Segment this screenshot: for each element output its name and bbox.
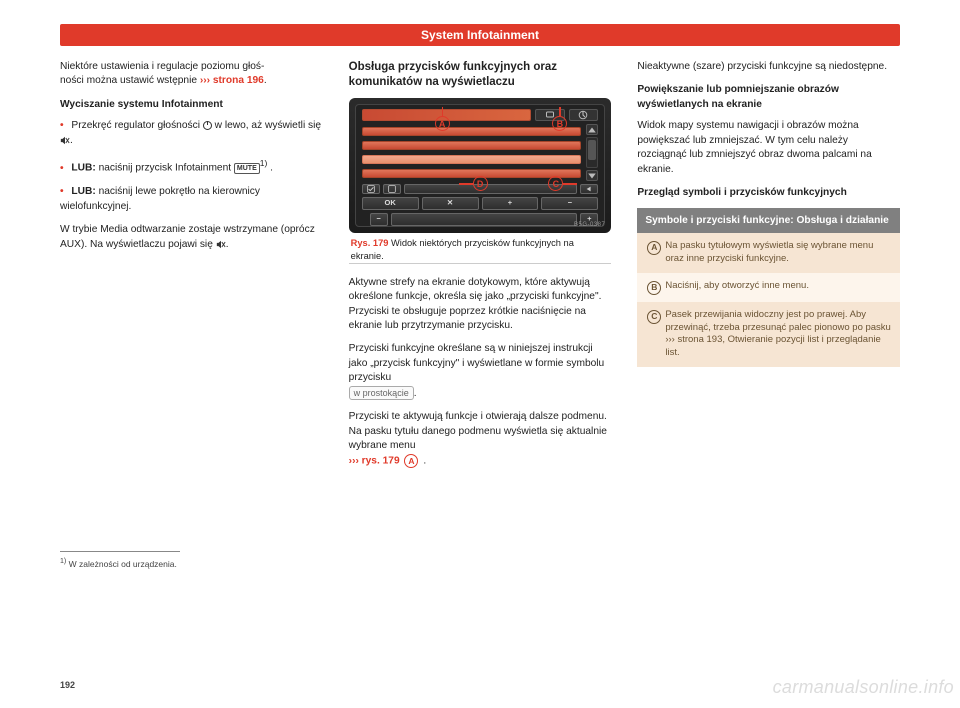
subheading: Wyciszanie systemu Infotainment <box>60 98 323 112</box>
button-row-3: − + <box>362 213 599 226</box>
bullet: Przekręć regulator głośności w lewo, aż … <box>60 119 323 148</box>
text: . <box>226 239 229 250</box>
table-row: B Naciśnij, aby otworzyć inne menu. <box>637 273 900 302</box>
text: . <box>420 456 426 467</box>
bullet: LUB: naciśnij przycisk Infotainment MUTE… <box>60 157 323 176</box>
callout-letter-icon: A <box>404 454 418 468</box>
row-text: Naciśnij, aby otworzyć inne menu. <box>665 280 894 293</box>
text: W trybie Media odtwarzanie zostaje wstrz… <box>60 224 315 249</box>
title-bar-button <box>569 109 599 121</box>
speaker-mute-icon <box>216 240 226 249</box>
text: ności można ustawić wstępnie <box>60 75 200 86</box>
page-number: 192 <box>60 680 75 690</box>
para: W trybie Media odtwarzanie zostaje wstrz… <box>60 223 323 252</box>
para: Przyciski te aktywują funkcje i otwieraj… <box>349 410 612 469</box>
mute-button-icon: MUTE <box>234 163 260 174</box>
screen: OK ✕ + − − + <box>355 104 606 227</box>
para: Aktywne strefy na ekranie dotykowym, któ… <box>349 276 612 334</box>
slider-track <box>391 213 578 226</box>
page: System Infotainment Niektóre ustawienia … <box>0 0 960 708</box>
list-item <box>362 127 582 136</box>
touchscreen-mockup: OK ✕ + − − + A B C D <box>349 98 612 233</box>
text: Przekręć regulator głośności <box>71 120 202 131</box>
minus-button: − <box>370 213 388 226</box>
section-header: System Infotainment <box>60 24 900 46</box>
table-row: C Pasek przewijania widoczny jest po pra… <box>637 302 900 367</box>
spacer <box>60 261 323 521</box>
callout-letter-icon: C <box>647 310 661 324</box>
scroll-down-icon <box>586 170 598 181</box>
list-item-selected <box>362 155 582 164</box>
scroll-thumb <box>588 140 596 160</box>
para: Przyciski funkcyjne określane są w ninie… <box>349 342 612 401</box>
figure-caption: Rys. 179 Widok niektórych przycisków fun… <box>349 237 612 263</box>
columns: Niektóre ustawienia i regulacje poziomu … <box>60 60 900 570</box>
table-title: Symbole i przyciski funkcyjne: Obsługa i… <box>637 208 900 233</box>
scrollbar <box>586 124 598 181</box>
plus-button: + <box>482 197 539 210</box>
button-shape-chip: w prostokącie <box>349 386 414 400</box>
callout-letter-icon: A <box>647 241 661 255</box>
text-bold: LUB: <box>71 163 95 174</box>
column-3: Nieaktywne (szare) przyciski funkcyjne s… <box>637 60 900 570</box>
back-icon <box>580 184 598 194</box>
text: naciśnij przycisk Infotainment <box>96 163 234 174</box>
para: Niektóre ustawienia i regulacje poziomu … <box>60 60 323 89</box>
row-marker: A <box>643 240 665 255</box>
ok-button: OK <box>362 197 419 210</box>
column-1: Niektóre ustawienia i regulacje poziomu … <box>60 60 323 570</box>
text: . <box>264 75 267 86</box>
close-button: ✕ <box>422 197 479 210</box>
site-watermark: carmanualsonline.info <box>773 677 954 698</box>
bullet: LUB: naciśnij lewe pokrętło na kierownic… <box>60 185 323 214</box>
checkbox-checked-icon <box>362 184 380 194</box>
list-area <box>362 124 599 181</box>
volume-knob-icon <box>203 121 212 130</box>
list-item <box>362 141 582 150</box>
figure-179: OK ✕ + − − + A B C D <box>349 98 612 263</box>
footnote-separator <box>60 551 180 552</box>
figure-code: B5G-0387 <box>574 221 605 230</box>
text: Przyciski funkcyjne określane są w ninie… <box>349 343 605 383</box>
text: . <box>414 388 417 399</box>
row-text: Na pasku tytułowym wyświetla się wybra­n… <box>665 240 894 266</box>
callout-letter-icon: B <box>647 281 661 295</box>
checkbox-empty-icon <box>383 184 401 194</box>
section-title: Obsługa przycisków funkcyjnych oraz komu… <box>349 60 612 89</box>
text: w lewo, aż wyświetli się <box>212 120 321 131</box>
row-text: Pasek przewijania widoczny jest po pra­w… <box>665 309 894 360</box>
text: Przyciski te aktywują funkcje i otwieraj… <box>349 411 607 451</box>
list-items <box>362 124 582 181</box>
text-bold: LUB: <box>71 186 95 197</box>
scroll-track <box>586 137 598 168</box>
column-2: Obsługa przycisków funkcyjnych oraz komu… <box>349 60 612 570</box>
symbols-table: Symbole i przyciski funkcyjne: Obsługa i… <box>637 208 900 367</box>
para: Widok mapy systemu nawigacji i obrazów m… <box>637 119 900 177</box>
speaker-mute-icon <box>60 136 70 145</box>
text: . <box>267 163 273 174</box>
para: Nieaktywne (szare) przyciski funkcyjne s… <box>637 60 900 74</box>
scroll-up-icon <box>586 124 598 135</box>
subheading: Przegląd symboli i przycisków funkcyjnyc… <box>637 186 900 200</box>
page-ref: ››› strona 196 <box>200 75 264 86</box>
caption-lead: Rys. 179 <box>351 238 389 248</box>
table-row: A Na pasku tytułowym wyświetla się wybra… <box>637 233 900 273</box>
minus-button: − <box>541 197 598 210</box>
footnote-text: W zależności od urządzenia. <box>66 559 177 569</box>
text: Niektóre ustawienia i regulacje poziomu … <box>60 61 264 72</box>
footnote: 1) W zależności od urządzenia. <box>60 556 323 570</box>
row-marker: B <box>643 280 665 295</box>
row-marker: C <box>643 309 665 324</box>
subheading: Powiększanie lub pomniejszanie obrazów w… <box>637 83 900 112</box>
text: . <box>70 135 73 146</box>
button-row-2: OK ✕ + − <box>362 197 599 210</box>
figure-ref: ››› rys. 179 <box>349 456 400 467</box>
list-item <box>362 169 582 178</box>
